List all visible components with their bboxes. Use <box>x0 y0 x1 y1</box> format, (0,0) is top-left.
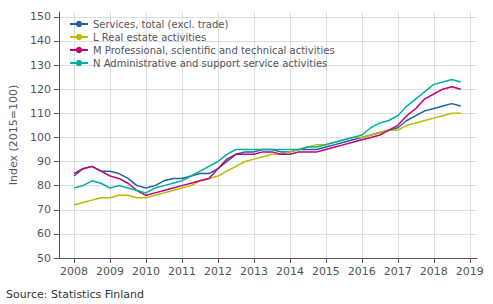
svg-text:60: 60 <box>37 227 51 240</box>
svg-text:2010: 2010 <box>132 265 160 278</box>
svg-text:2008: 2008 <box>60 265 88 278</box>
svg-text:2012: 2012 <box>204 265 232 278</box>
svg-text:90: 90 <box>37 155 51 168</box>
svg-text:150: 150 <box>30 10 51 23</box>
svg-text:2015: 2015 <box>312 265 340 278</box>
svg-text:2017: 2017 <box>384 265 412 278</box>
svg-text:N Administrative and support s: N Administrative and support service act… <box>93 58 327 69</box>
svg-text:100: 100 <box>30 131 51 144</box>
svg-text:2016: 2016 <box>348 265 376 278</box>
svg-text:2019: 2019 <box>456 265 484 278</box>
svg-text:M Professional, scientific and: M Professional, scientific and technical… <box>93 45 335 56</box>
svg-text:140: 140 <box>30 34 51 47</box>
svg-text:2011: 2011 <box>168 265 196 278</box>
svg-text:Source: Statistics Finland: Source: Statistics Finland <box>6 288 144 301</box>
svg-text:2009: 2009 <box>96 265 124 278</box>
svg-text:70: 70 <box>37 203 51 216</box>
svg-text:50: 50 <box>37 252 51 265</box>
svg-text:120: 120 <box>30 83 51 96</box>
svg-text:2013: 2013 <box>240 265 268 278</box>
svg-text:Index (2015=100): Index (2015=100) <box>7 85 20 186</box>
svg-text:L Real estate activities: L Real estate activities <box>93 32 206 43</box>
svg-text:2014: 2014 <box>276 265 304 278</box>
svg-text:Services, total (excl. trade): Services, total (excl. trade) <box>93 19 228 30</box>
svg-text:80: 80 <box>37 179 51 192</box>
svg-text:2018: 2018 <box>420 265 448 278</box>
svg-text:110: 110 <box>30 107 51 120</box>
svg-text:130: 130 <box>30 59 51 72</box>
